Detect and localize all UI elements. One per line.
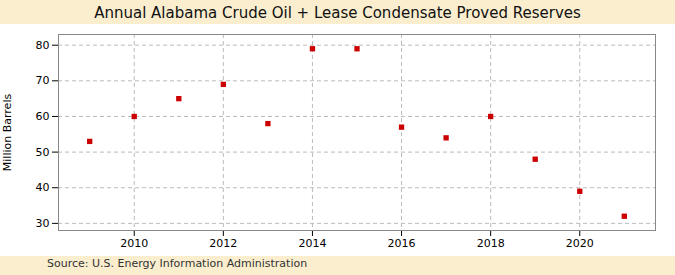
svg-text:Million Barrels: Million Barrels	[1, 94, 14, 172]
svg-text:50: 50	[36, 146, 50, 159]
svg-text:60: 60	[36, 110, 50, 123]
svg-text:2016: 2016	[388, 237, 416, 250]
html-text:Source: U.S. Energy Informatio: Source: U.S. Energy Information Administ…	[47, 257, 308, 270]
svg-text:2014: 2014	[298, 237, 326, 250]
svg-text:80: 80	[36, 39, 50, 52]
svg-text:40: 40	[36, 181, 50, 194]
html-text:Annual Alabama Crude Oil + Lea: Annual Alabama Crude Oil + Lease Condens…	[94, 4, 581, 22]
svg-text:70: 70	[36, 74, 50, 87]
svg-text:2020: 2020	[566, 237, 594, 250]
svg-text:2010: 2010	[120, 237, 148, 250]
svg-text:2012: 2012	[209, 237, 237, 250]
svg-text:30: 30	[36, 217, 50, 230]
svg-text:2018: 2018	[477, 237, 505, 250]
